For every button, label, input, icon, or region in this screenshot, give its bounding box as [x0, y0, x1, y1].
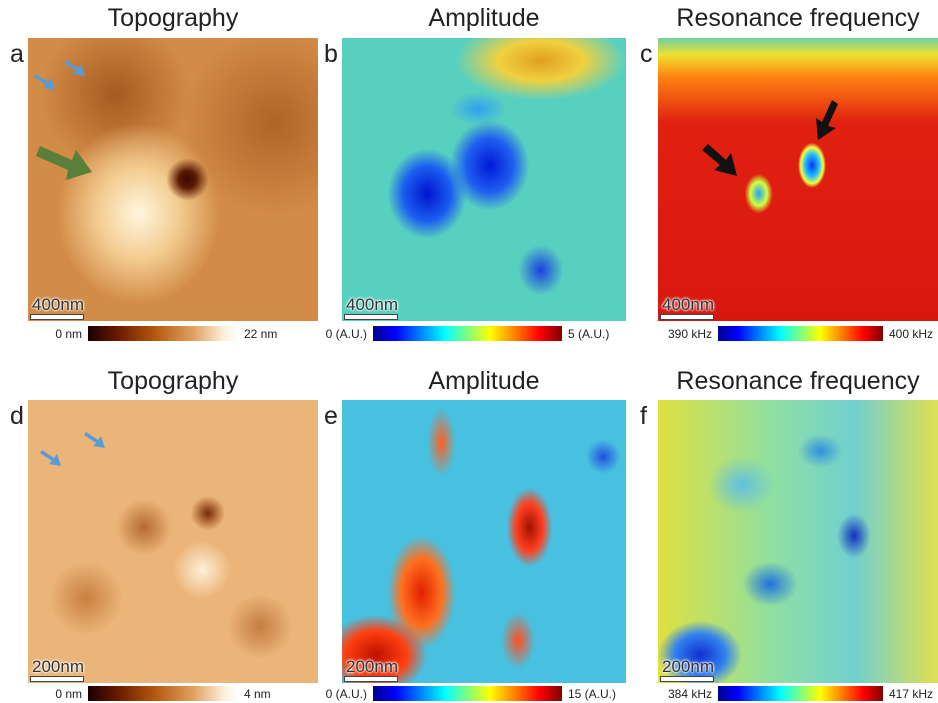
- scale-bar: [30, 314, 84, 320]
- scale-bar: [30, 676, 84, 682]
- colorbar-max-label: 4 nm: [244, 687, 271, 701]
- scale-bar: [344, 314, 398, 320]
- micrograph: [342, 400, 626, 683]
- colorbar: [88, 686, 238, 701]
- colorbar-max-label: 5 (A.U.): [568, 327, 609, 341]
- panel-letter: a: [10, 40, 24, 69]
- scale-bar-label: 200nm: [662, 657, 714, 677]
- scale-bar: [660, 676, 714, 682]
- panel-title: Resonance frequency: [658, 4, 938, 33]
- colorbar: [373, 326, 562, 341]
- colorbar-min-label: 0 (A.U.): [326, 327, 367, 341]
- panel-title: Resonance frequency: [658, 367, 938, 396]
- colorbar: [373, 686, 562, 701]
- panel-letter: f: [640, 402, 647, 431]
- scale-bar-label: 400nm: [662, 295, 714, 315]
- micrograph: [28, 400, 318, 683]
- micrograph: [658, 38, 938, 321]
- colorbar-min-label: 384 kHz: [668, 687, 712, 701]
- panel-letter: d: [10, 402, 24, 431]
- colorbar-max-label: 417 kHz: [889, 687, 933, 701]
- colorbar-max-label: 400 kHz: [889, 327, 933, 341]
- scale-bar: [660, 314, 714, 320]
- scale-bar-label: 200nm: [32, 657, 84, 677]
- micrograph: [658, 400, 938, 683]
- scale-bar-label: 400nm: [32, 295, 84, 315]
- colorbar-min-label: 0 (A.U.): [326, 687, 367, 701]
- colorbar: [718, 686, 883, 701]
- colorbar: [718, 326, 883, 341]
- panel-letter: e: [324, 402, 338, 431]
- micrograph: [28, 38, 318, 321]
- panel-title: Amplitude: [342, 4, 626, 33]
- colorbar: [88, 326, 238, 341]
- panel-title: Topography: [28, 4, 318, 33]
- colorbar-max-label: 15 (A.U.): [568, 687, 616, 701]
- panel-title: Topography: [28, 367, 318, 396]
- scale-bar-label: 200nm: [346, 657, 398, 677]
- colorbar-min-label: 0 nm: [55, 687, 82, 701]
- panel-title: Amplitude: [342, 367, 626, 396]
- micrograph: [342, 38, 626, 321]
- colorbar-max-label: 22 nm: [244, 327, 277, 341]
- figure: Topographya400nm0 nm22 nmAmplitudeb400nm…: [0, 0, 938, 703]
- panel-letter: c: [640, 40, 653, 69]
- colorbar-min-label: 0 nm: [55, 327, 82, 341]
- scale-bar-label: 400nm: [346, 295, 398, 315]
- scale-bar: [344, 676, 398, 682]
- colorbar-min-label: 390 kHz: [668, 327, 712, 341]
- panel-letter: b: [324, 40, 338, 69]
